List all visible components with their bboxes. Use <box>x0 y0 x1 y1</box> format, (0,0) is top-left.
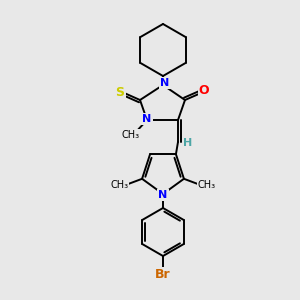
Text: CH₃: CH₃ <box>110 180 128 190</box>
Text: CH₃: CH₃ <box>198 180 216 190</box>
Text: Br: Br <box>155 268 171 281</box>
Text: H: H <box>183 138 193 148</box>
Text: O: O <box>199 85 209 98</box>
Text: N: N <box>158 190 168 200</box>
Text: S: S <box>116 85 124 98</box>
Text: CH₃: CH₃ <box>122 130 140 140</box>
Text: N: N <box>160 78 169 88</box>
Text: N: N <box>142 114 152 124</box>
